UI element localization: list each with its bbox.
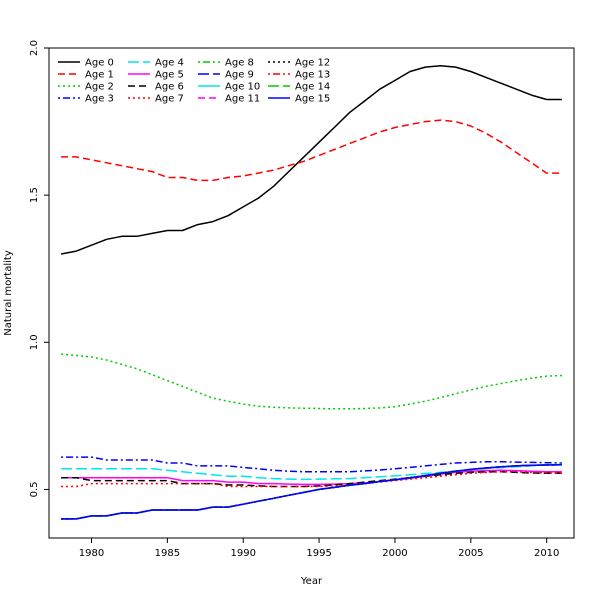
x-tick-label: 2000: [382, 548, 407, 559]
x-tick-label: 2010: [534, 548, 559, 559]
x-tick-label: 2005: [458, 548, 483, 559]
plot-frame: [48, 47, 575, 539]
legend-label: Age 4: [155, 58, 184, 69]
legend-label: Age 6: [155, 82, 184, 93]
x-tick-label: 1995: [306, 548, 331, 559]
legend-label: Age 0: [85, 58, 114, 69]
legend-label: Age 14: [295, 82, 330, 93]
legend-label: Age 2: [85, 82, 114, 93]
series-line-age-0: [60, 64, 562, 255]
legend-label: Age 8: [225, 58, 254, 69]
series-line-age-5: [61, 469, 562, 486]
series-line-age-7: [61, 471, 562, 488]
legend-label: Age 9: [225, 70, 254, 81]
series-line-age-6: [61, 471, 562, 488]
x-tick-label: 1985: [155, 548, 180, 559]
x-axis: 1980 1985 1990 1995 2000 2005 2010: [79, 538, 559, 559]
y-axis-title: Natural mortality: [3, 250, 14, 336]
series-layer: [60, 64, 562, 520]
legend-label: Age 15: [295, 94, 330, 105]
y-tick-label: 1.5: [29, 187, 40, 203]
legend-label: Age 13: [295, 70, 330, 81]
legend-label: Age 10: [225, 82, 260, 93]
y-tick-label: 2.0: [29, 40, 40, 56]
series-line-age-2: [61, 353, 562, 410]
x-axis-title: Year: [300, 576, 323, 587]
y-tick-label: 0.5: [29, 481, 40, 497]
series-line-age-3: [61, 456, 562, 473]
y-tick-label: 1.0: [29, 334, 40, 350]
legend-label: Age 1: [85, 70, 114, 81]
y-axis: 0.5 1.0 1.5 2.0: [29, 40, 49, 497]
legend-label: Age 11: [225, 94, 260, 105]
series-line-age-15: [61, 463, 562, 520]
legend-label: Age 5: [155, 70, 184, 81]
series-line-age-4: [61, 463, 562, 481]
legend-label: Age 12: [295, 58, 330, 69]
x-tick-label: 1990: [230, 548, 255, 559]
legend-label: Age 3: [85, 94, 114, 105]
x-tick-label: 1980: [79, 548, 104, 559]
series-line-age-1: [61, 119, 562, 182]
legend-label: Age 7: [155, 94, 184, 105]
